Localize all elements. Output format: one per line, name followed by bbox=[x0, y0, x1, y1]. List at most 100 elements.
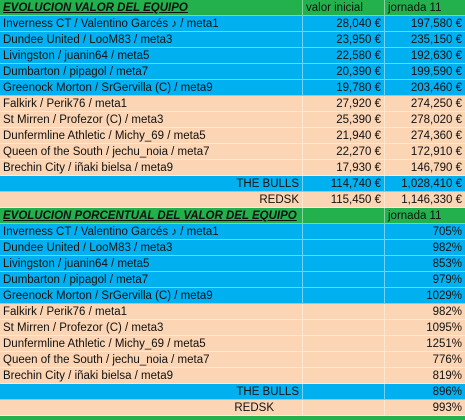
percent-value: 982% bbox=[432, 242, 462, 254]
current-value: 235,150 € bbox=[410, 34, 462, 46]
team-row: Brechin City / iñaki bielsa / meta9 17,93… bbox=[0, 160, 465, 176]
team-name: Livingston / juanin64 / meta5 bbox=[0, 256, 303, 271]
empty-cell bbox=[303, 336, 385, 351]
total-row: THE BULLS 896% bbox=[0, 384, 465, 400]
team-name: Greenock Morton / SrGervilla (C) / meta9 bbox=[0, 80, 303, 95]
percent-value: 853% bbox=[432, 258, 462, 270]
empty-cell bbox=[303, 240, 385, 255]
percent-value: 982% bbox=[432, 306, 462, 318]
empty-cell bbox=[303, 304, 385, 319]
team-row: St Mirren / Profezor (C) / meta3 25,390 €… bbox=[0, 112, 465, 128]
team-row: Queen of the South / jechu_noia / meta7 2… bbox=[0, 144, 465, 160]
initial-total: 114,740 € bbox=[303, 176, 385, 191]
team-name: Falkirk / Perik76 / meta1 bbox=[0, 304, 303, 319]
empty-cell bbox=[303, 256, 385, 271]
column-header: valor inicial bbox=[303, 0, 385, 15]
team-row: Queen of the South / jechu_noia / meta7 7… bbox=[0, 352, 465, 368]
team-row: Dundee United / LooM83 / meta3 23,950 € 23… bbox=[0, 32, 465, 48]
section-title: EVOLUCION PORCENTUAL DEL VALOR DEL EQUIP… bbox=[0, 208, 303, 223]
current-total: 1,146,330 € bbox=[401, 194, 462, 206]
percent-value: 776% bbox=[432, 354, 462, 366]
total-row: REDSK 993% bbox=[0, 400, 465, 416]
team-name: Brechin City / iñaki bielsa / meta9 bbox=[0, 160, 303, 175]
team-row: Inverness CT / Valentino Garcés ♪ / meta… bbox=[0, 16, 465, 32]
team-name: Livingston / juanin64 / meta5 bbox=[0, 48, 303, 63]
team-row: Dumbarton / pipagol / meta7 979% bbox=[0, 272, 465, 288]
current-value: 274,250 € bbox=[410, 98, 462, 110]
team-row: Brechin City / iñaki bielsa / meta9 819% bbox=[0, 368, 465, 384]
team-row: Falkirk / Perik76 / meta1 982% bbox=[0, 304, 465, 320]
initial-value: 19,780 € bbox=[303, 80, 385, 95]
percent-value: 1251% bbox=[426, 338, 462, 350]
current-value: 192,630 € bbox=[410, 50, 462, 62]
group-name: THE BULLS bbox=[0, 176, 303, 191]
current-total: 1,028,410 € bbox=[401, 178, 462, 190]
group-name: REDSK bbox=[0, 192, 303, 207]
team-name: Dumbarton / pipagol / meta7 bbox=[0, 272, 303, 287]
empty-cell bbox=[303, 368, 385, 383]
initial-value: 17,930 € bbox=[303, 160, 385, 175]
empty-cell bbox=[303, 208, 385, 223]
current-value: 278,020 € bbox=[410, 114, 462, 126]
team-name: Queen of the South / jechu_noia / meta7 bbox=[0, 352, 303, 367]
current-value: 172,910 € bbox=[410, 146, 462, 158]
total-row: THE BULLS 114,740 € 1,028,410 € bbox=[0, 176, 465, 192]
percent-total: 993% bbox=[432, 402, 462, 414]
group-name: THE BULLS bbox=[0, 384, 303, 399]
empty-cell bbox=[303, 400, 385, 415]
team-row: Dunfermline Athletic / Michy_69 / meta5 2… bbox=[0, 128, 465, 144]
team-row: Greenock Morton / SrGervilla (C) / meta9… bbox=[0, 288, 465, 304]
empty-cell bbox=[303, 224, 385, 239]
team-row: St Mirren / Profezor (C) / meta3 1095% bbox=[0, 320, 465, 336]
section-title: EVOLUCION VALOR DEL EQUIPO bbox=[0, 0, 303, 15]
team-name: St Mirren / Profezor (C) / meta3 bbox=[0, 320, 303, 335]
team-name: St Mirren / Profezor (C) / meta3 bbox=[0, 112, 303, 127]
initial-value: 25,390 € bbox=[303, 112, 385, 127]
percent-value: 979% bbox=[432, 274, 462, 286]
total-row: REDSK 115,450 € 1,146,330 € bbox=[0, 192, 465, 208]
percent-value: 1095% bbox=[426, 322, 462, 334]
team-row: Livingston / juanin64 / meta5 853% bbox=[0, 256, 465, 272]
team-row: Greenock Morton / SrGervilla (C) / meta9… bbox=[0, 80, 465, 96]
team-name: Dundee United / LooM83 / meta3 bbox=[0, 240, 303, 255]
initial-value: 23,950 € bbox=[303, 32, 385, 47]
initial-value: 22,270 € bbox=[303, 144, 385, 159]
team-name: Dunfermline Athletic / Michy_69 / meta5 bbox=[0, 128, 303, 143]
initial-value: 27,920 € bbox=[303, 96, 385, 111]
percent-value: 1029% bbox=[426, 290, 462, 302]
empty-cell bbox=[303, 352, 385, 367]
team-name: Greenock Morton / SrGervilla (C) / meta9 bbox=[0, 288, 303, 303]
percent-value: 705% bbox=[432, 226, 462, 238]
initial-value: 28,040 € bbox=[303, 16, 385, 31]
team-name: Dundee United / LooM83 / meta3 bbox=[0, 32, 303, 47]
team-row: Inverness CT / Valentino Garcés ♪ / meta… bbox=[0, 224, 465, 240]
team-row: Livingston / juanin64 / meta5 22,580 € 192… bbox=[0, 48, 465, 64]
team-name: Dunfermline Athletic / Michy_69 / meta5 bbox=[0, 336, 303, 351]
team-name: Brechin City / iñaki bielsa / meta9 bbox=[0, 368, 303, 383]
current-value: 203,460 € bbox=[410, 82, 462, 94]
empty-cell bbox=[303, 384, 385, 399]
group-name: REDSK bbox=[0, 400, 303, 415]
team-row: Dumbarton / pipagol / meta7 20,390 € 199,5… bbox=[0, 64, 465, 80]
initial-value: 21,940 € bbox=[303, 128, 385, 143]
team-name: Falkirk / Perik76 / meta1 bbox=[0, 96, 303, 111]
initial-value: 20,390 € bbox=[303, 64, 385, 79]
header-row: EVOLUCION VALOR DEL EQUIPO valor inicial j… bbox=[0, 0, 465, 16]
team-name: Queen of the South / jechu_noia / meta7 bbox=[0, 144, 303, 159]
column-header: jornada 11 bbox=[388, 210, 442, 222]
team-row: Falkirk / Perik76 / meta1 27,920 € 274,250… bbox=[0, 96, 465, 112]
current-value: 146,790 € bbox=[410, 162, 462, 174]
team-row: Dunfermline Athletic / Michy_69 / meta5 1… bbox=[0, 336, 465, 352]
initial-value: 22,580 € bbox=[303, 48, 385, 63]
team-name: Inverness CT / Valentino Garcés ♪ / meta… bbox=[0, 224, 303, 239]
empty-cell bbox=[303, 288, 385, 303]
percent-value: 819% bbox=[432, 370, 462, 382]
team-name: Dumbarton / pipagol / meta7 bbox=[0, 64, 303, 79]
percent-total: 896% bbox=[432, 386, 462, 398]
header-row: EVOLUCION PORCENTUAL DEL VALOR DEL EQUIP… bbox=[0, 208, 465, 224]
team-name: Inverness CT / Valentino Garcés ♪ / meta… bbox=[0, 16, 303, 31]
empty-cell bbox=[303, 320, 385, 335]
team-row: Dundee United / LooM83 / meta3 982% bbox=[0, 240, 465, 256]
column-header: jornada 11 bbox=[388, 2, 442, 14]
